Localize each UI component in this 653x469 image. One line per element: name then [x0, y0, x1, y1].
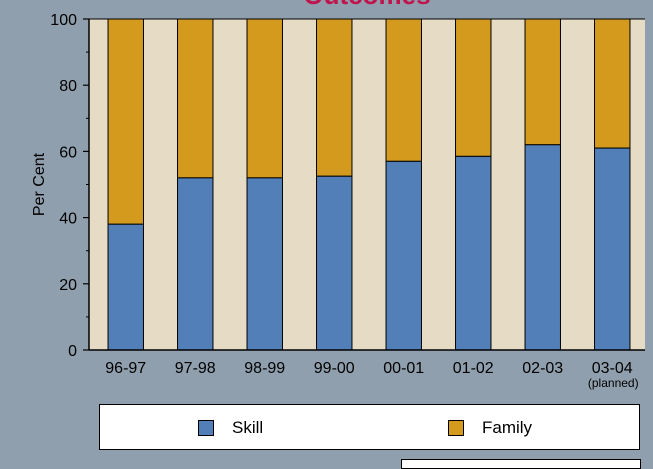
bar-skill-96-97: [107, 223, 144, 351]
y-tick-label: 40: [59, 211, 77, 228]
plot-area: [89, 18, 645, 351]
bar-family-99-00: [316, 18, 353, 177]
footer-box: [401, 459, 641, 469]
chart-title: Outcomes: [303, 0, 430, 10]
x-tick-label: 02-03: [522, 360, 563, 377]
bar-family-00-01: [385, 18, 422, 162]
x-tick-label: 03-04: [592, 360, 633, 377]
legend-label-family: Family: [482, 418, 533, 437]
bar-family-97-98: [177, 18, 214, 179]
y-tick-label: 60: [59, 144, 77, 161]
bar-skill-03-04: [594, 147, 631, 351]
x-tick-label: 99-00: [314, 360, 355, 377]
y-tick-label: 0: [68, 343, 77, 360]
bar-skill-00-01: [385, 160, 422, 351]
x-tick-label: 00-01: [383, 360, 424, 377]
x-tick-label: 98-99: [244, 360, 285, 377]
bar-skill-02-03: [524, 144, 561, 351]
y-tick-label: 20: [59, 277, 77, 294]
bar-family-96-97: [107, 18, 144, 225]
y-tick-label: 80: [59, 78, 77, 95]
bar-family-03-04: [594, 18, 631, 149]
x-tick-label: 01-02: [453, 360, 494, 377]
y-axis-title: Per Cent: [31, 152, 48, 216]
legend-item-skill: Skill: [198, 405, 263, 451]
skill-swatch-icon: [198, 420, 214, 436]
legend-label-skill: Skill: [232, 418, 264, 437]
bar-skill-99-00: [316, 175, 353, 351]
stacked-bar-chart: Outcomes96-9797-9898-9999-0000-0101-0202…: [31, 0, 645, 390]
bar-skill-98-99: [246, 177, 283, 351]
bar-family-01-02: [455, 18, 492, 157]
bar-family-02-03: [524, 18, 561, 146]
y-tick-label: 100: [50, 12, 77, 29]
x-tick-label: 97-98: [175, 360, 216, 377]
legend: Skill Family: [99, 404, 640, 450]
x-tick-note: (planned): [588, 376, 639, 390]
bar-skill-01-02: [455, 155, 492, 351]
x-tick-label: 96-97: [105, 360, 146, 377]
bar-family-98-99: [246, 18, 283, 179]
family-swatch-icon: [448, 420, 464, 436]
bar-skill-97-98: [177, 177, 214, 351]
legend-item-family: Family: [448, 405, 532, 451]
plot-background: [89, 19, 645, 350]
